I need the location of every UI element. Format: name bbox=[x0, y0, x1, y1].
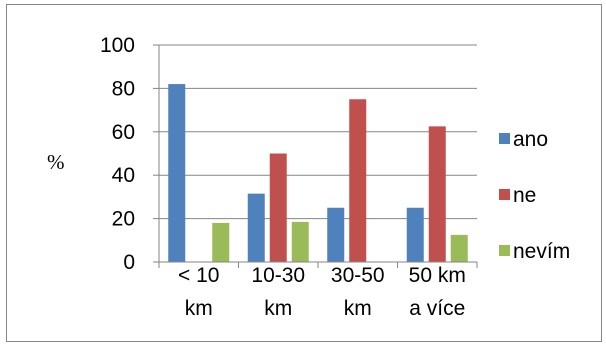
y-axis-label: % bbox=[47, 150, 65, 174]
axes bbox=[153, 44, 478, 268]
y-tick-label: 0 bbox=[123, 251, 135, 274]
legend-swatch bbox=[499, 189, 510, 200]
legend-item-1: ne bbox=[499, 184, 536, 207]
x-category-label: 10-30 bbox=[251, 264, 305, 287]
bar-ne-2 bbox=[349, 99, 367, 262]
legend-label: ne bbox=[513, 184, 536, 207]
x-category-label: km bbox=[344, 297, 372, 320]
legend-swatch bbox=[499, 245, 510, 256]
x-category-label: km bbox=[264, 297, 292, 320]
bar-ano-2 bbox=[327, 207, 345, 262]
x-category-label: 50 km bbox=[409, 264, 466, 287]
y-tick-label: 100 bbox=[100, 34, 135, 57]
legend: ano ne nevím bbox=[499, 128, 570, 263]
bar-chart: 0 20 40 60 80 100 < 10 km 10-30 km 30-50 km 50 km a … bbox=[47, 34, 570, 320]
x-category-labels: < 10 km 10-30 km 30-50 km 50 km a více bbox=[178, 264, 466, 320]
y-tick-label: 20 bbox=[112, 208, 135, 231]
y-tick-label: 40 bbox=[112, 164, 135, 187]
y-tick-label: 60 bbox=[112, 121, 135, 144]
chart-frame: 0 20 40 60 80 100 < 10 km 10-30 km 30-50 km 50 km a … bbox=[6, 4, 602, 342]
bar-ano-3 bbox=[406, 207, 424, 262]
bar-nevím-0 bbox=[212, 222, 230, 262]
y-tick-label: 80 bbox=[112, 77, 135, 100]
legend-item-0: ano bbox=[499, 128, 548, 151]
bar-ne-1 bbox=[269, 153, 287, 262]
legend-swatch bbox=[499, 133, 510, 144]
bar-ne-3 bbox=[428, 126, 446, 262]
legend-label: ano bbox=[513, 128, 548, 151]
gridlines bbox=[159, 44, 477, 220]
legend-label: nevím bbox=[513, 240, 570, 263]
y-tick-labels: 0 20 40 60 80 100 bbox=[100, 34, 135, 274]
x-category-label: < 10 bbox=[178, 264, 219, 287]
bar-ano-0 bbox=[168, 84, 186, 262]
x-category-label: km bbox=[185, 297, 213, 320]
bar-nevím-3 bbox=[450, 234, 468, 262]
legend-item-2: nevím bbox=[499, 240, 570, 263]
bar-nevím-1 bbox=[291, 221, 309, 262]
bars bbox=[168, 84, 468, 262]
x-category-label: 30-50 bbox=[331, 264, 385, 287]
x-category-label: a více bbox=[409, 297, 465, 320]
bar-ano-1 bbox=[247, 193, 265, 262]
